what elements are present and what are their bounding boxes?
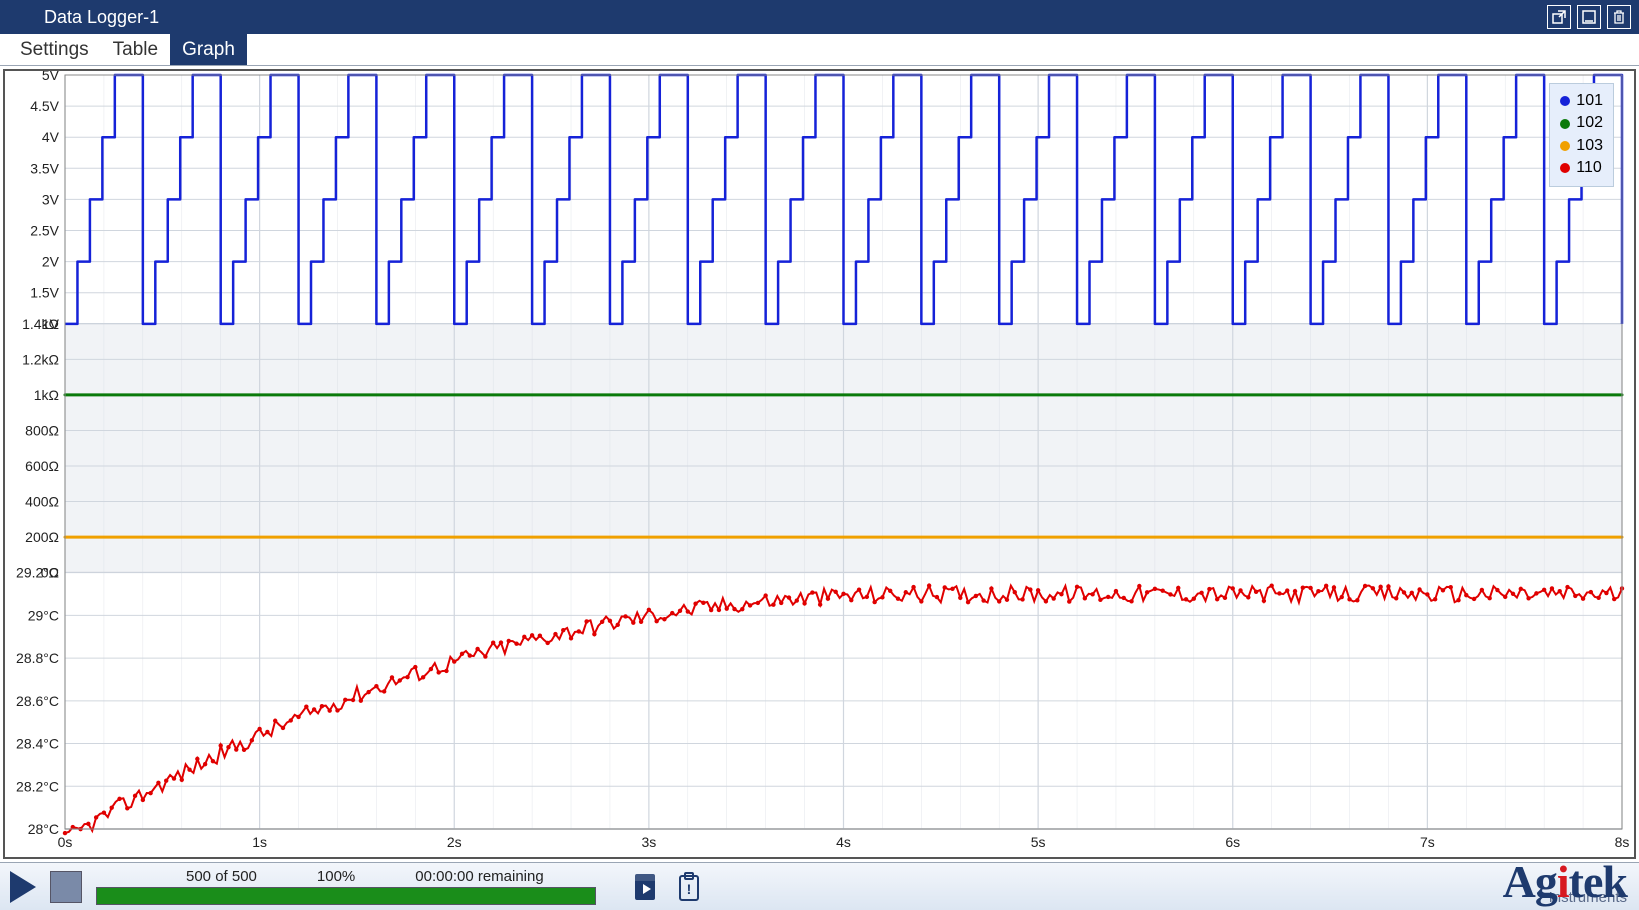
svg-text:1.4kΩ: 1.4kΩ	[22, 316, 59, 332]
svg-text:4V: 4V	[42, 129, 60, 145]
tab-graph[interactable]: Graph	[170, 34, 247, 65]
popout-icon[interactable]	[1547, 5, 1571, 29]
window-controls	[1547, 5, 1631, 29]
minimize-icon[interactable]	[1577, 5, 1601, 29]
svg-text:5s: 5s	[1031, 834, 1046, 850]
svg-text:28.4°C: 28.4°C	[16, 736, 59, 752]
legend-item[interactable]: 102	[1560, 112, 1603, 134]
svg-text:5V: 5V	[42, 71, 60, 83]
progress-fill	[97, 888, 595, 904]
svg-text:1s: 1s	[252, 834, 267, 850]
stop-button[interactable]	[50, 871, 82, 903]
svg-text:2s: 2s	[447, 834, 462, 850]
legend-label: 102	[1576, 112, 1603, 134]
legend-color-dot	[1560, 163, 1570, 173]
svg-text:6s: 6s	[1225, 834, 1240, 850]
svg-text:3s: 3s	[641, 834, 656, 850]
tab-bar: Settings Table Graph	[0, 34, 1639, 66]
progress-remaining: 00:00:00 remaining	[415, 868, 543, 885]
svg-text:3V: 3V	[42, 191, 60, 207]
svg-text:0s: 0s	[58, 834, 73, 850]
svg-text:1.5V: 1.5V	[30, 285, 59, 301]
book-icon[interactable]	[630, 870, 660, 904]
svg-text:1kΩ: 1kΩ	[34, 387, 59, 403]
tab-settings[interactable]: Settings	[8, 34, 101, 65]
svg-text:4s: 4s	[836, 834, 851, 850]
progress-block: 500 of 500 100% 00:00:00 remaining	[96, 868, 616, 905]
brand-logo: Agitek	[1503, 855, 1627, 908]
legend-color-dot	[1560, 96, 1570, 106]
play-button[interactable]	[10, 871, 36, 903]
legend-item[interactable]: 101	[1560, 90, 1603, 112]
svg-text:29.2°C: 29.2°C	[16, 565, 59, 581]
svg-text:28.8°C: 28.8°C	[16, 650, 59, 666]
svg-text:29°C: 29°C	[28, 607, 59, 623]
svg-text:3.5V: 3.5V	[30, 160, 59, 176]
chart-canvas[interactable]: 1V1.5V2V2.5V3V3.5V4V4.5V5V0Ω200Ω400Ω600Ω…	[5, 71, 1634, 857]
chart-area: 1V1.5V2V2.5V3V3.5V4V4.5V5V0Ω200Ω400Ω600Ω…	[3, 69, 1636, 859]
legend-item[interactable]: 110	[1560, 157, 1603, 179]
legend-item[interactable]: 103	[1560, 135, 1603, 157]
delete-icon[interactable]	[1607, 5, 1631, 29]
svg-text:4.5V: 4.5V	[30, 98, 59, 114]
svg-text:400Ω: 400Ω	[25, 494, 59, 510]
svg-text:28°C: 28°C	[28, 821, 59, 837]
legend-label: 110	[1576, 157, 1602, 179]
svg-text:28.2°C: 28.2°C	[16, 778, 59, 794]
svg-text:!: !	[687, 881, 692, 897]
title-bar: Data Logger-1	[0, 0, 1639, 34]
legend-label: 103	[1576, 135, 1603, 157]
clipboard-icon[interactable]: !	[674, 870, 704, 904]
legend-label: 101	[1576, 90, 1603, 112]
svg-text:2V: 2V	[42, 254, 60, 270]
svg-text:2.5V: 2.5V	[30, 223, 59, 239]
legend: 101102103110	[1549, 83, 1614, 187]
svg-text:28.6°C: 28.6°C	[16, 693, 59, 709]
status-bar: 500 of 500 100% 00:00:00 remaining ! Ins…	[0, 862, 1639, 910]
svg-text:1.2kΩ: 1.2kΩ	[22, 351, 59, 367]
svg-text:600Ω: 600Ω	[25, 458, 59, 474]
legend-color-dot	[1560, 141, 1570, 151]
window-title: Data Logger-1	[44, 7, 159, 28]
progress-bar[interactable]	[96, 887, 596, 905]
svg-text:200Ω: 200Ω	[25, 529, 59, 545]
progress-count: 500 of 500	[186, 868, 257, 885]
tab-table[interactable]: Table	[101, 34, 170, 65]
svg-text:7s: 7s	[1420, 834, 1435, 850]
svg-text:800Ω: 800Ω	[25, 422, 59, 438]
legend-color-dot	[1560, 119, 1570, 129]
progress-percent: 100%	[317, 868, 355, 885]
svg-text:8s: 8s	[1615, 834, 1630, 850]
